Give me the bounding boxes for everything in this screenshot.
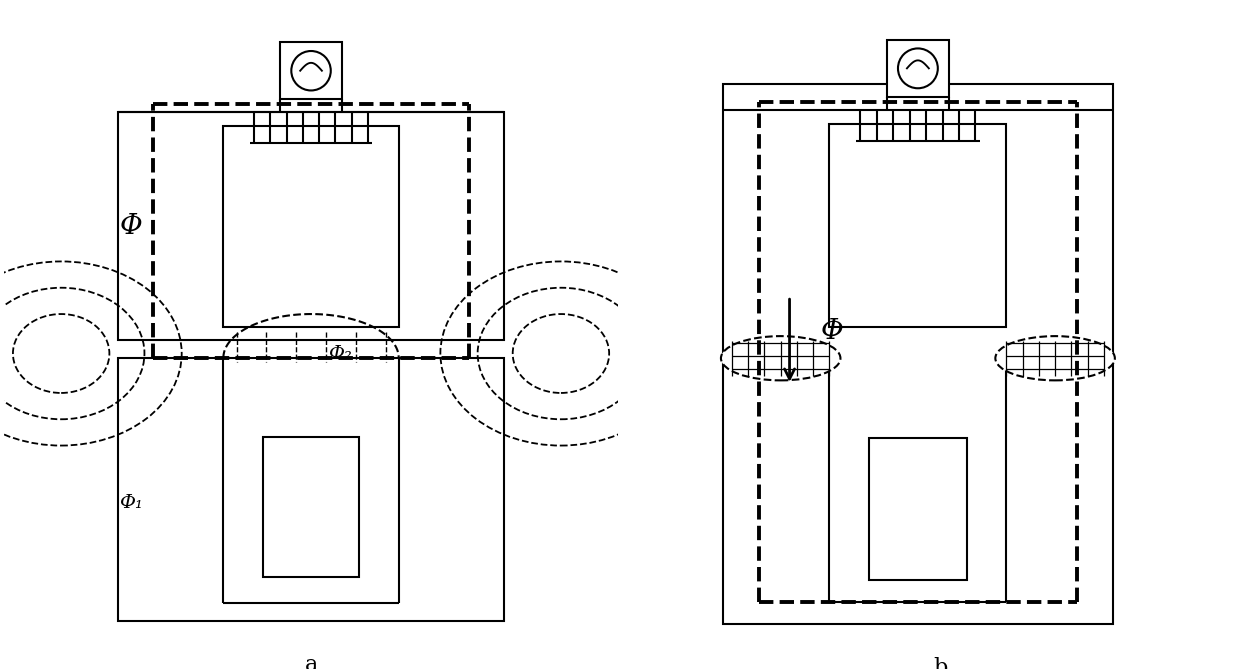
Bar: [263, 437, 360, 577]
Bar: [830, 124, 1007, 327]
Bar: [280, 42, 342, 99]
Text: Φ₂: Φ₂: [329, 345, 352, 363]
Text: b: b: [932, 657, 947, 669]
Ellipse shape: [996, 336, 1115, 381]
Text: Φ₁: Φ₁: [119, 494, 144, 512]
Bar: [723, 84, 1112, 624]
Bar: [869, 438, 966, 579]
Ellipse shape: [720, 336, 841, 381]
Text: Φ: Φ: [120, 213, 143, 240]
Bar: [118, 112, 503, 341]
Text: a: a: [304, 654, 317, 669]
Bar: [887, 39, 949, 97]
Bar: [118, 358, 503, 621]
Bar: [223, 126, 399, 327]
Text: Φ: Φ: [821, 318, 843, 345]
